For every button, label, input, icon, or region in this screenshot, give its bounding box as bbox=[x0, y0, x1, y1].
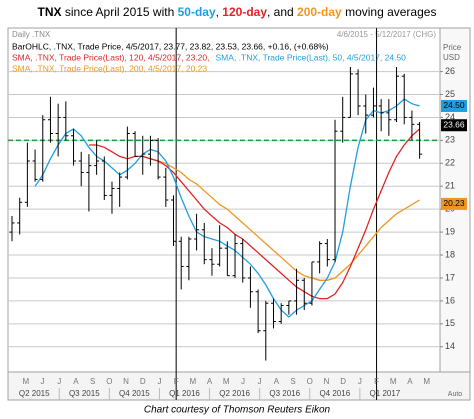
moving-average-line bbox=[88, 128, 421, 300]
title-part: , and bbox=[267, 5, 297, 19]
price-label-box bbox=[441, 99, 467, 112]
price-label: 23.66 bbox=[443, 119, 465, 129]
x-quarter-label: Q3 2016 bbox=[269, 389, 300, 398]
title-part: 120-day bbox=[222, 5, 267, 19]
x-month-label: J bbox=[258, 377, 262, 386]
legend-entry: SMA, .TNX, Trade Price(Last), 200, 4/5/2… bbox=[12, 63, 207, 73]
x-month-label: A bbox=[73, 377, 79, 386]
title-part: 50-day bbox=[178, 5, 216, 19]
x-month-label: M bbox=[223, 377, 230, 386]
x-month-label: N bbox=[123, 377, 129, 386]
title-part: , bbox=[216, 5, 223, 19]
y-tick-label: 16 bbox=[445, 295, 455, 305]
x-quarter-label: Q2 2015 bbox=[19, 389, 50, 398]
x-month-label: J bbox=[57, 377, 61, 386]
x-month-label: N bbox=[324, 377, 330, 386]
y-axis-label: USD bbox=[443, 53, 460, 62]
title-part: since April 2015 with bbox=[62, 5, 178, 19]
x-month-label: O bbox=[307, 377, 313, 386]
y-axis-label: Price bbox=[443, 43, 462, 52]
y-tick-label: 19 bbox=[445, 226, 455, 236]
y-tick-label: 25 bbox=[445, 89, 455, 99]
legend-entry: BarOHLC, .TNX, Trade Price, 4/5/2017, 23… bbox=[12, 41, 329, 51]
x-month-label: D bbox=[340, 377, 346, 386]
y-tick-label: 24 bbox=[445, 112, 455, 122]
x-month-label: F bbox=[374, 377, 379, 386]
x-month-label: J bbox=[157, 377, 161, 386]
x-quarter-label: Q4 2015 bbox=[119, 389, 150, 398]
chart-title: TNX since April 2015 with 50-day, 120-da… bbox=[38, 5, 437, 19]
price-label-box bbox=[441, 197, 467, 210]
x-month-label: D bbox=[140, 377, 146, 386]
x-month-label: J bbox=[41, 377, 45, 386]
x-month-label: J bbox=[241, 377, 245, 386]
y-tick-label: 18 bbox=[445, 249, 455, 259]
date-range: 4/6/2015 - 5/12/2017 (CHG) bbox=[337, 30, 437, 39]
x-month-label: J bbox=[358, 377, 362, 386]
moving-average-line bbox=[142, 155, 420, 281]
x-month-label: M bbox=[23, 377, 30, 386]
x-month-label: A bbox=[207, 377, 213, 386]
corner-label: Auto bbox=[448, 391, 463, 398]
x-month-label: M bbox=[423, 377, 430, 386]
y-tick-label: 14 bbox=[445, 341, 455, 351]
x-quarter-label: Q3 2015 bbox=[69, 389, 100, 398]
x-quarter-label: Q4 2016 bbox=[319, 389, 350, 398]
chart-header: Daily .TNX bbox=[12, 30, 51, 39]
price-label-box bbox=[441, 119, 467, 132]
price-label: 24.50 bbox=[443, 100, 465, 110]
x-quarter-label: Q1 2017 bbox=[370, 389, 401, 398]
x-month-label: S bbox=[290, 377, 295, 386]
y-tick-label: 17 bbox=[445, 272, 455, 282]
x-month-label: M bbox=[390, 377, 397, 386]
x-month-label: M bbox=[190, 377, 197, 386]
x-quarter-label: Q1 2016 bbox=[169, 389, 200, 398]
price-label: 20.23 bbox=[443, 198, 465, 208]
x-month-label: O bbox=[106, 377, 112, 386]
x-axis-band bbox=[7, 371, 471, 401]
legend-entry: SMA, .TNX, Trade Price(Last), 50, 4/5/20… bbox=[216, 52, 407, 62]
x-month-label: A bbox=[274, 377, 280, 386]
x-month-label: F bbox=[174, 377, 179, 386]
title-part: 200-day bbox=[297, 5, 342, 19]
x-month-label: A bbox=[407, 377, 413, 386]
x-month-label: S bbox=[90, 377, 95, 386]
y-tick-label: 26 bbox=[445, 66, 455, 76]
y-tick-label: 21 bbox=[445, 181, 455, 191]
legend-entry: SMA, .TNX, Trade Price(Last), 120, 4/5/2… bbox=[12, 52, 210, 62]
y-tick-label: 23 bbox=[445, 135, 455, 145]
x-quarter-label: Q2 2016 bbox=[219, 389, 250, 398]
footer: Chart courtesy of Thomson Reuters Eikon bbox=[144, 405, 331, 416]
y-tick-label: 15 bbox=[445, 318, 455, 328]
y-tick-label: 22 bbox=[445, 158, 455, 168]
title-part: TNX bbox=[38, 5, 62, 19]
title-part: moving averages bbox=[342, 5, 437, 19]
